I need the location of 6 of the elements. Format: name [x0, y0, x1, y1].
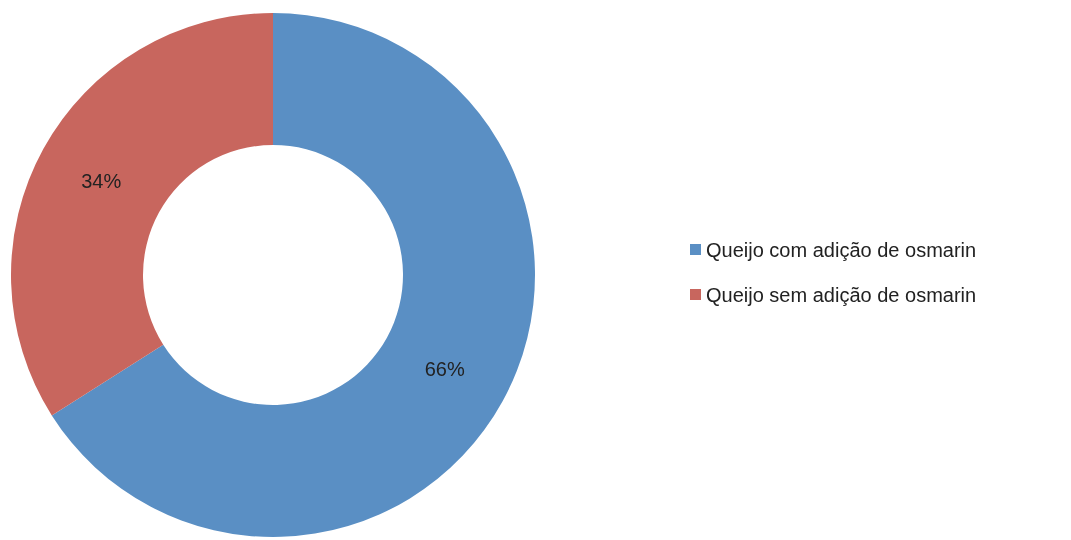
donut-slice [11, 13, 273, 416]
donut-slice [51, 13, 535, 537]
data-label: 66% [424, 358, 465, 381]
legend-label: Queijo sem adição de osmarin [706, 284, 977, 306]
legend-label: Queijo com adição de osmarin [706, 239, 977, 261]
data-label: 34% [81, 169, 122, 192]
